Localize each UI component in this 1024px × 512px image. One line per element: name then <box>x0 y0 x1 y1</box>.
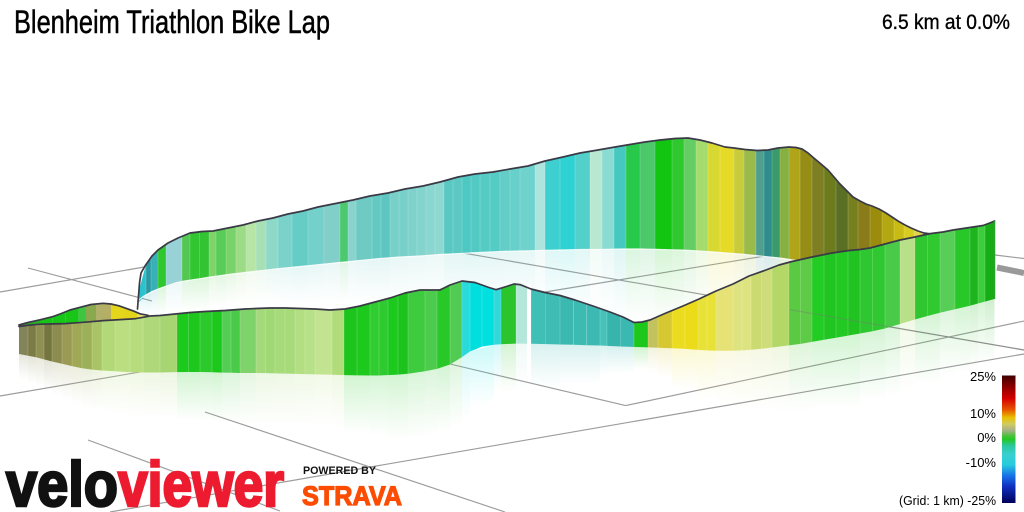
svg-text:10%: 10% <box>970 406 996 421</box>
svg-text:viewer: viewer <box>118 450 284 512</box>
svg-text:0%: 0% <box>977 430 996 445</box>
svg-text:6.5 km at 0.0%: 6.5 km at 0.0% <box>882 11 1010 34</box>
svg-text:velo: velo <box>6 450 118 512</box>
svg-text:STRAVA: STRAVA <box>302 481 402 511</box>
svg-text:25%: 25% <box>970 369 996 384</box>
svg-text:POWERED BY: POWERED BY <box>303 465 377 477</box>
svg-text:Blenheim Triathlon Bike Lap: Blenheim Triathlon Bike Lap <box>14 4 330 40</box>
svg-text:(Grid: 1 km) -25%: (Grid: 1 km) -25% <box>899 493 996 508</box>
svg-text:-10%: -10% <box>966 455 997 470</box>
